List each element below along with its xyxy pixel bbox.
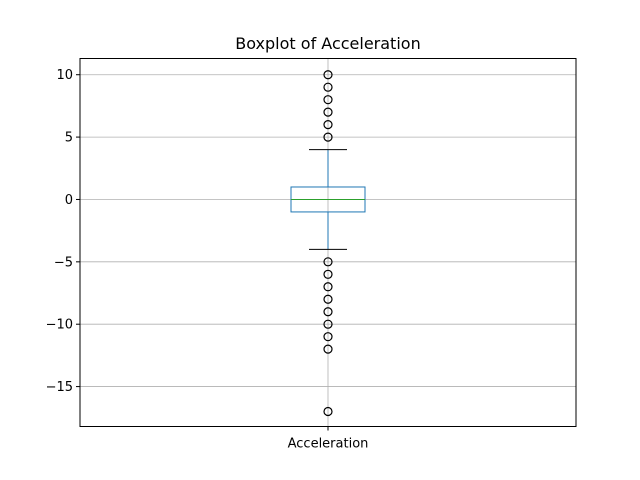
outlier-point	[323, 82, 333, 92]
outlier-point	[323, 307, 333, 317]
outlier-point	[323, 282, 333, 292]
outlier-point	[323, 319, 333, 329]
chart-title: Boxplot of Acceleration	[235, 34, 420, 53]
y-tick-label: −5	[54, 255, 73, 270]
outlier-point	[323, 95, 333, 105]
outlier-point	[323, 132, 333, 142]
y-tick-label: 0	[65, 193, 73, 208]
outlier-point	[323, 107, 333, 117]
outlier-point	[323, 344, 333, 354]
x-tick-label: Acceleration	[288, 437, 369, 452]
outlier-point	[323, 294, 333, 304]
y-tick-label: 10	[56, 68, 73, 83]
outlier-point	[323, 406, 333, 417]
outlier-point	[323, 257, 333, 267]
y-tick-label: −15	[46, 380, 73, 395]
y-tick-label: −10	[46, 318, 73, 333]
outlier-point	[323, 269, 333, 279]
y-tick-label: 5	[65, 131, 73, 146]
outlier-point	[323, 120, 333, 130]
axis-ticks: 10 5 0 −5 −10 −15 Acceleration	[46, 68, 369, 451]
plot-area	[290, 70, 366, 417]
outlier-point	[323, 70, 333, 80]
outlier-point	[323, 332, 333, 342]
